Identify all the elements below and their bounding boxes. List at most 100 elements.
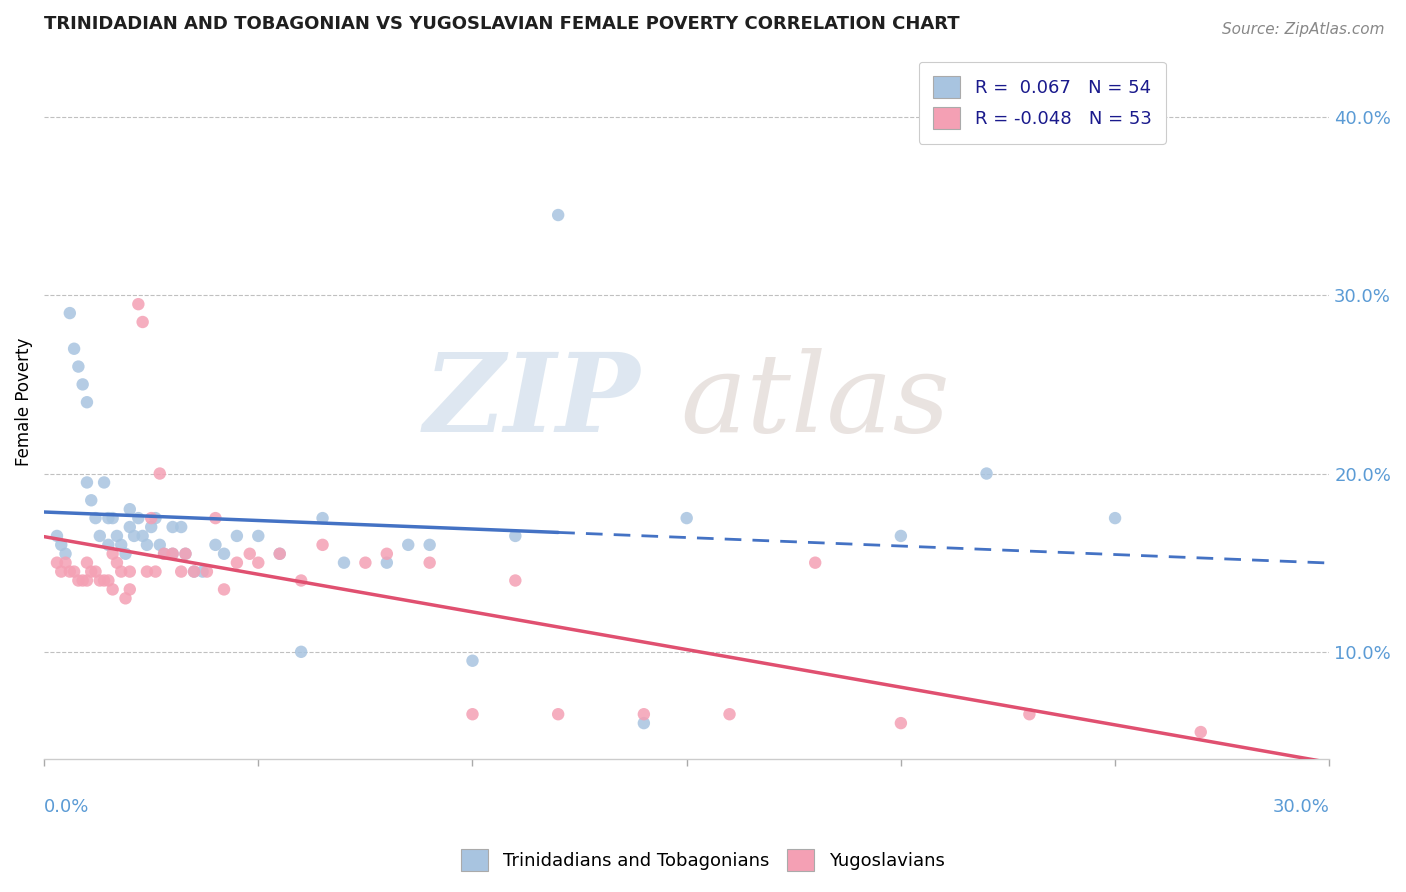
Point (162, 547, 184, 561)
Point (118, 520, 141, 534)
Text: ZIP: ZIP (425, 349, 641, 456)
Legend: Trinidadians and Tobagonians, Yugoslavians: Trinidadians and Tobagonians, Yugoslavia… (454, 842, 952, 879)
Point (225, 556, 247, 570)
Point (59, 565, 82, 579)
Point (804, 556, 827, 570)
Point (80, 565, 103, 579)
Point (1189, 725, 1212, 739)
Point (419, 538, 441, 552)
Point (114, 591, 136, 606)
Point (55, 547, 77, 561)
Point (76, 556, 98, 570)
Point (162, 547, 184, 561)
Point (101, 511, 124, 525)
Point (118, 502, 141, 516)
Point (247, 529, 270, 543)
Point (505, 574, 527, 588)
Point (114, 547, 136, 561)
Point (105, 529, 128, 543)
Point (55, 556, 77, 570)
Point (93, 475, 115, 490)
Point (890, 529, 912, 543)
Point (67, 359, 90, 374)
Point (110, 538, 132, 552)
Point (247, 556, 270, 570)
Point (76, 574, 98, 588)
Point (145, 565, 167, 579)
Point (633, 716, 655, 731)
Point (89, 574, 111, 588)
Point (162, 520, 184, 534)
Point (419, 556, 441, 570)
Point (890, 716, 912, 731)
Point (127, 297, 149, 311)
Point (505, 529, 527, 543)
Point (183, 565, 205, 579)
Point (375, 556, 398, 570)
Point (72, 377, 94, 392)
Point (149, 538, 172, 552)
Point (118, 565, 141, 579)
Point (311, 538, 333, 552)
Point (976, 467, 998, 481)
Point (97, 511, 120, 525)
Point (80, 493, 103, 508)
Point (153, 547, 176, 561)
Point (46, 556, 69, 570)
Point (63, 342, 86, 356)
Point (72, 574, 94, 588)
Text: 0.0%: 0.0% (44, 798, 90, 816)
Point (135, 538, 157, 552)
Y-axis label: Female Poverty: Female Poverty (15, 338, 32, 467)
Point (76, 395, 98, 409)
Point (127, 511, 149, 525)
Point (131, 529, 153, 543)
Point (225, 529, 247, 543)
Point (97, 574, 120, 588)
Point (67, 574, 90, 588)
Point (105, 556, 128, 570)
Point (63, 565, 86, 579)
Point (290, 574, 312, 588)
Point (191, 565, 214, 579)
Point (141, 520, 163, 534)
Text: atlas: atlas (681, 349, 950, 456)
Point (633, 707, 655, 722)
Point (204, 538, 226, 552)
Point (174, 547, 197, 561)
Point (239, 547, 262, 561)
Point (375, 547, 398, 561)
Point (51, 565, 73, 579)
Legend: R =  0.067   N = 54, R = -0.048   N = 53: R = 0.067 N = 54, R = -0.048 N = 53 (918, 62, 1166, 144)
Point (122, 529, 145, 543)
Point (675, 511, 697, 525)
Point (131, 315, 153, 329)
Point (153, 547, 176, 561)
Point (290, 645, 312, 659)
Point (59, 306, 82, 320)
Point (269, 547, 291, 561)
Point (547, 208, 569, 222)
Point (145, 511, 167, 525)
Point (89, 529, 111, 543)
Point (269, 547, 291, 561)
Point (118, 582, 141, 597)
Point (170, 520, 193, 534)
Point (195, 565, 218, 579)
Text: TRINIDADIAN AND TOBAGONIAN VS YUGOSLAVIAN FEMALE POVERTY CORRELATION CHART: TRINIDADIAN AND TOBAGONIAN VS YUGOSLAVIA… (44, 15, 960, 33)
Point (149, 467, 172, 481)
Point (84, 511, 107, 525)
Point (212, 582, 235, 597)
Point (46, 529, 69, 543)
Point (101, 547, 124, 561)
Point (110, 565, 132, 579)
Point (84, 565, 107, 579)
Point (311, 511, 333, 525)
Point (333, 556, 356, 570)
Point (396, 538, 419, 552)
Point (718, 707, 741, 722)
Point (76, 475, 98, 490)
Text: 30.0%: 30.0% (1272, 798, 1329, 816)
Text: Source: ZipAtlas.com: Source: ZipAtlas.com (1222, 22, 1385, 37)
Point (101, 582, 124, 597)
